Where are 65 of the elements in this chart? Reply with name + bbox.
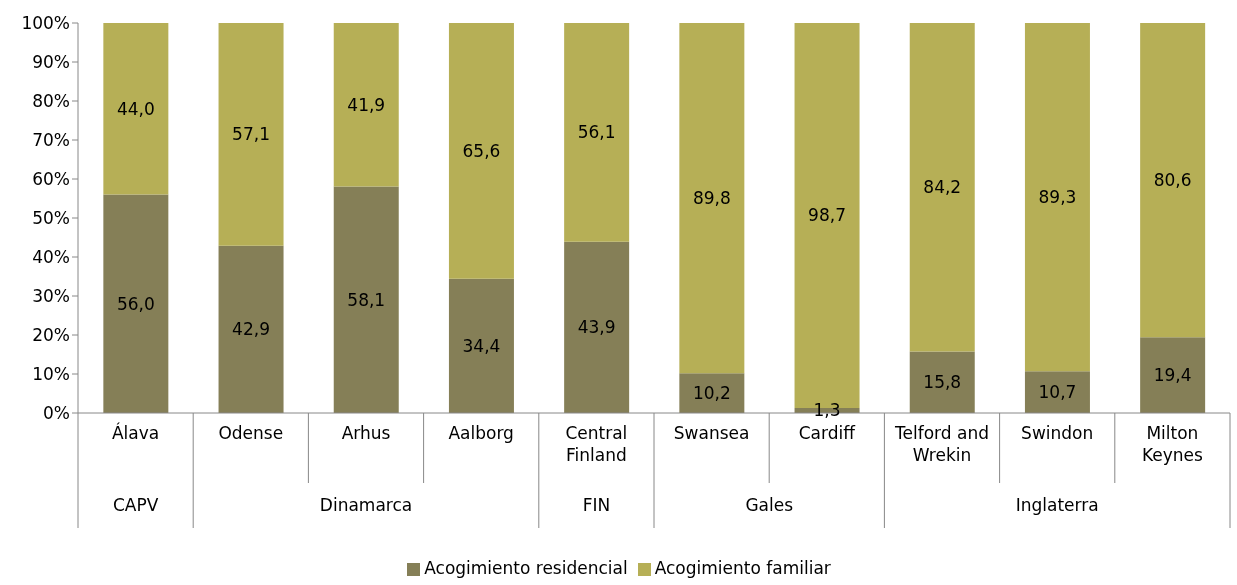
data-label: 89,8 bbox=[692, 188, 731, 209]
y-tick-label: 60% bbox=[32, 169, 70, 190]
bar bbox=[103, 194, 169, 413]
x-tick-label: Odense bbox=[218, 423, 284, 443]
bar bbox=[218, 23, 284, 246]
data-label: 80,6 bbox=[1153, 170, 1192, 191]
data-label: 41,9 bbox=[347, 94, 386, 115]
y-tick-label: 40% bbox=[32, 247, 70, 268]
bar bbox=[909, 23, 975, 352]
x-tick-label: Milton Keynes bbox=[1141, 423, 1203, 465]
bar bbox=[564, 23, 630, 242]
text: Inglaterra bbox=[1015, 495, 1099, 515]
text: Gales bbox=[745, 495, 794, 515]
bar bbox=[909, 351, 975, 413]
y-tick-label: 30% bbox=[32, 286, 70, 307]
x-tick-label: Telford and Wrekin bbox=[894, 423, 989, 465]
bar bbox=[333, 186, 399, 413]
data-label: 56,1 bbox=[577, 122, 616, 143]
bar bbox=[564, 241, 630, 413]
data-label: 98,7 bbox=[808, 205, 846, 226]
x-tick-label: Arhus bbox=[341, 423, 391, 443]
x-tick-label: Central Finland bbox=[565, 423, 628, 465]
y-tick-label: 90% bbox=[32, 52, 70, 73]
bar bbox=[1140, 23, 1206, 338]
data-label: 44,0 bbox=[116, 98, 155, 119]
text: CAPV bbox=[112, 495, 159, 515]
y-tick-label: 80% bbox=[32, 91, 70, 112]
y-tick-label: 20% bbox=[32, 325, 70, 346]
x-tick-label: Swindon bbox=[1021, 423, 1094, 443]
bar bbox=[679, 23, 745, 374]
data-label: 56,0 bbox=[116, 293, 155, 314]
x-tick-label: Álava bbox=[111, 422, 160, 443]
bar bbox=[448, 23, 514, 279]
bar bbox=[103, 23, 169, 195]
bar bbox=[218, 245, 284, 413]
data-label: 57,1 bbox=[232, 124, 270, 145]
x-tick-label: Cardiff bbox=[798, 423, 857, 443]
data-label: 65,6 bbox=[462, 140, 501, 161]
bar bbox=[679, 373, 745, 413]
text: FIN bbox=[582, 495, 611, 515]
bar bbox=[333, 23, 399, 187]
x-tick-label: Swansea bbox=[673, 423, 750, 443]
bar bbox=[1140, 337, 1206, 413]
data-label: 58,1 bbox=[347, 289, 386, 310]
y-tick-label: 50% bbox=[32, 208, 70, 229]
bar bbox=[1024, 23, 1090, 372]
legend-label: Acogimiento familiar bbox=[654, 558, 831, 578]
y-tick-label: 0% bbox=[43, 403, 70, 424]
data-label: 42,9 bbox=[232, 319, 270, 340]
legend-label: Acogimiento residencial bbox=[424, 558, 628, 578]
data-label: 43,9 bbox=[577, 317, 616, 338]
data-label: 15,8 bbox=[923, 372, 962, 393]
text: Dinamarca bbox=[319, 495, 413, 515]
y-tick-label: 70% bbox=[32, 130, 70, 151]
bar bbox=[448, 278, 514, 413]
data-label: 34,4 bbox=[462, 335, 501, 356]
data-label: 10,7 bbox=[1038, 382, 1077, 403]
y-tick-label: 10% bbox=[32, 364, 70, 385]
x-tick-label: Aalborg bbox=[448, 423, 514, 443]
data-label: 89,3 bbox=[1038, 187, 1077, 208]
data-label: 84,2 bbox=[923, 177, 962, 198]
y-tick-label: 100% bbox=[21, 13, 70, 34]
bar bbox=[1024, 371, 1090, 413]
data-label: 10,2 bbox=[692, 383, 731, 404]
data-label: 19,4 bbox=[1153, 365, 1192, 386]
